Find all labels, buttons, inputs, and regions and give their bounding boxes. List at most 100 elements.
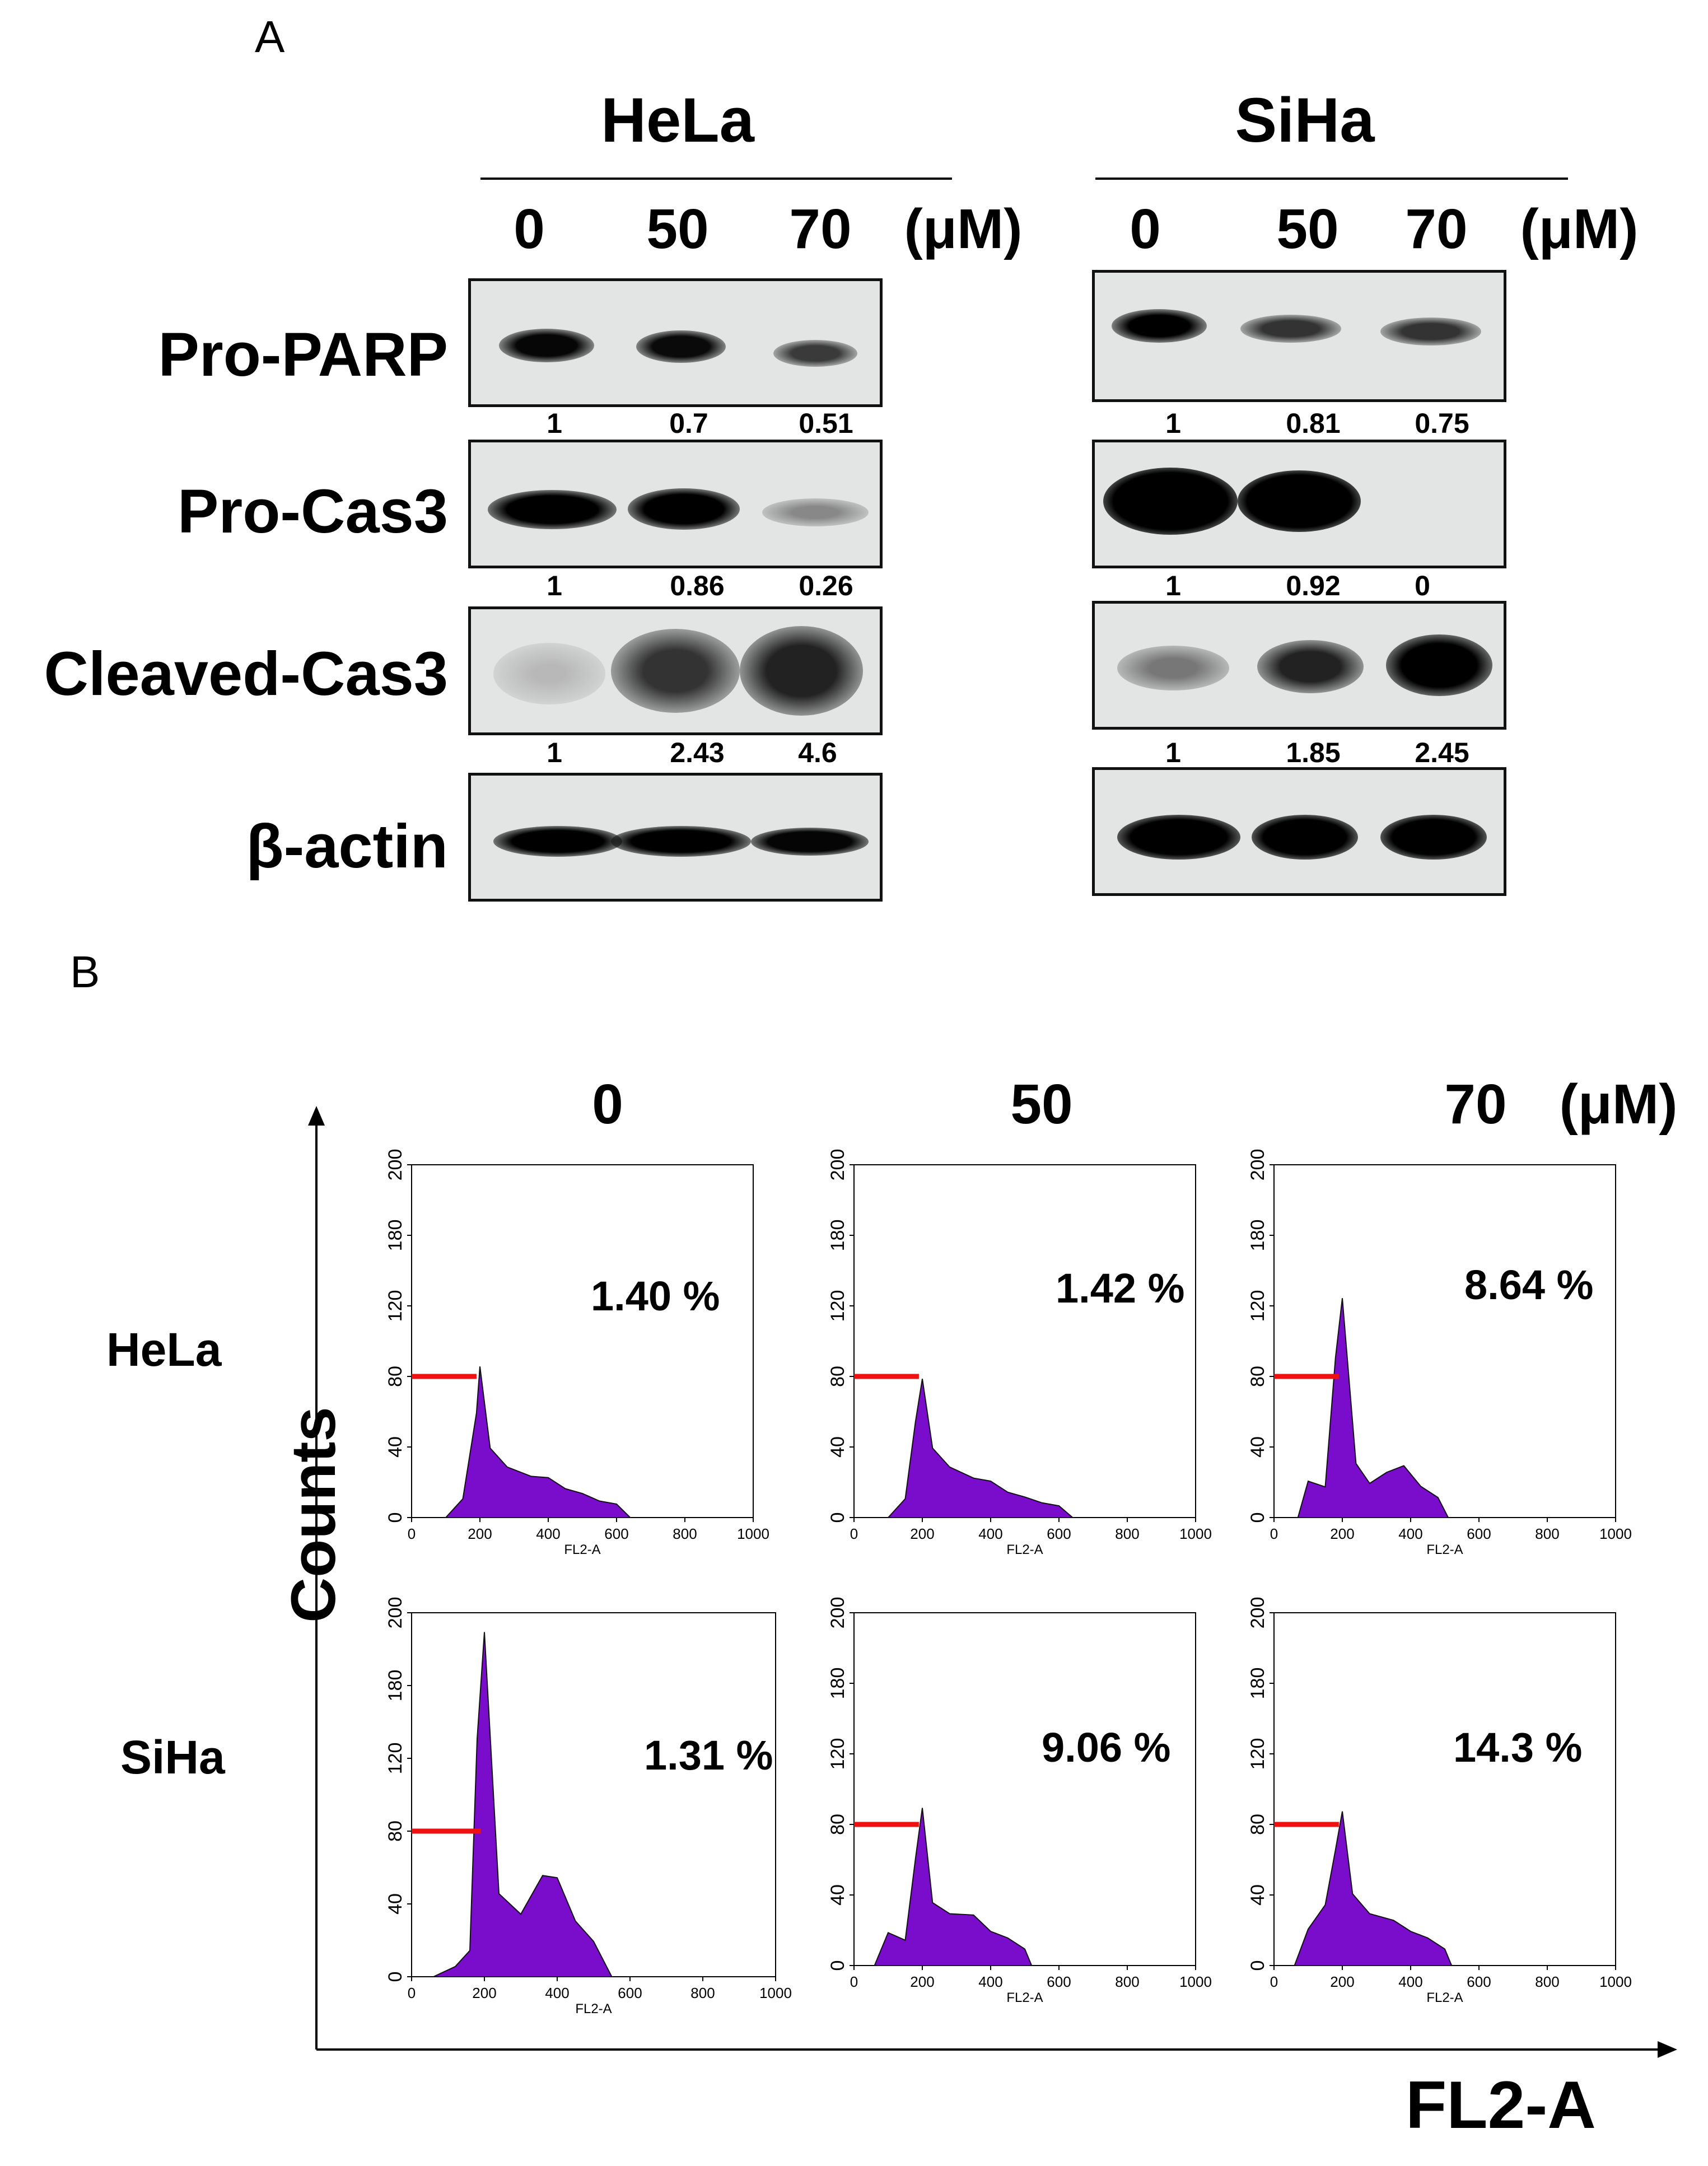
histogram-hela-50: 0 200 400 600 800 1000 FL2-A 0 40 80 120 180 200 [827, 1149, 1212, 1557]
row-label-siha: SiHa [120, 1731, 225, 1784]
quant-siha-pro-cas3-50: 0.92 [1286, 570, 1341, 601]
flow-conc-0: 0 [592, 1073, 623, 1136]
band [1252, 815, 1358, 860]
y-tick-label: 80 [385, 1820, 406, 1842]
band [1117, 815, 1240, 860]
histogram-hela-70: 0 200 400 600 800 1000 FL2-A 0 40 80 120 180 200 [1247, 1149, 1632, 1557]
y-tick-label: 120 [827, 1290, 848, 1322]
quant-hela-cleaved-cas3-0: 1 [547, 737, 562, 768]
band [1238, 470, 1361, 532]
band [611, 629, 740, 713]
quant-siha-pro-parp-0: 1 [1165, 408, 1181, 439]
siha-underline [1095, 178, 1568, 180]
band [493, 643, 605, 704]
x-tick-label: 800 [673, 1525, 697, 1542]
band [1240, 315, 1341, 343]
y-tick-label: 80 [827, 1814, 848, 1835]
quant-siha-pro-parp-50: 0.81 [1286, 408, 1341, 439]
hela-underline [480, 178, 952, 180]
x-tick-label: 0 [408, 1985, 416, 2001]
blot-hela-pro-parp [468, 278, 883, 407]
x-tick-label: 1000 [1599, 1525, 1632, 1542]
y-tick-label: 120 [1247, 1738, 1268, 1770]
x-tick-label: 0 [1270, 1973, 1278, 1990]
protein-label-beta-actin: β-actin [246, 812, 448, 881]
quant-siha-cleaved-cas3-70: 2.45 [1415, 737, 1469, 768]
y-tick-label: 0 [385, 1513, 406, 1523]
hela-conc-50: 50 [646, 198, 709, 260]
panel-b-label: B [70, 947, 100, 997]
quant-hela-pro-parp-70: 0.51 [799, 408, 853, 439]
quant-hela-cleaved-cas3-50: 2.43 [670, 737, 725, 768]
x-tick-label: 1000 [1599, 1973, 1632, 1990]
plot-frame [1273, 1164, 1616, 1518]
y-tick-label: 180 [1247, 1220, 1268, 1252]
hela-conc-0: 0 [514, 198, 545, 260]
pct-hela-70: 8.64 % [1464, 1262, 1594, 1308]
blot-siha-beta-actin [1092, 767, 1506, 896]
siha-conc-70: 70 [1405, 198, 1468, 260]
pct-siha-0: 1.31 % [644, 1732, 773, 1778]
x-tick-label: 1000 [737, 1525, 769, 1542]
pct-siha-70: 14.3 % [1453, 1724, 1583, 1771]
protein-label-cleaved-cas3: Cleaved-Cas3 [44, 639, 449, 708]
x-tick-label: 200 [1330, 1525, 1354, 1542]
y-tick-label: 40 [827, 1884, 848, 1906]
x-tick-label: 0 [850, 1973, 858, 1990]
y-tick-label: 80 [827, 1366, 848, 1387]
y-tick-label: 180 [827, 1220, 848, 1252]
y-tick-label: 180 [827, 1668, 848, 1700]
plot-frame [411, 1612, 776, 1977]
y-tick-label: 40 [1247, 1436, 1268, 1458]
x-tick-label: 400 [978, 1525, 1002, 1542]
x-tick-label: 600 [1467, 1973, 1491, 1990]
blot-hela-cleaved-cas3 [468, 606, 883, 735]
band [740, 626, 863, 716]
histogram-area [874, 1808, 1033, 1966]
blot-siha-pro-cas3 [1092, 440, 1506, 568]
quant-siha-pro-cas3-0: 1 [1165, 570, 1181, 601]
band [751, 828, 869, 856]
y-axis-title: Counts [278, 1407, 348, 1623]
x-tick-label: 400 [536, 1525, 560, 1542]
band [1386, 634, 1492, 696]
y-tick-label: 40 [827, 1436, 848, 1458]
y-tick-label: 120 [827, 1738, 848, 1770]
x-tick-label: 1000 [1179, 1525, 1212, 1542]
band [762, 498, 869, 526]
x-axis-label: FL2-A [575, 2001, 612, 2016]
x-tick-label: 800 [1535, 1525, 1559, 1542]
x-tick-label: 800 [690, 1985, 715, 2001]
outer-x-arrowhead [1658, 2041, 1677, 2058]
x-tick-label: 0 [850, 1525, 858, 1542]
y-tick-label: 120 [1247, 1290, 1268, 1322]
outer-y-arrowhead [308, 1106, 325, 1126]
hela-title: HeLa [601, 85, 754, 155]
x-tick-label: 200 [472, 1985, 496, 2001]
histogram-area [1297, 1298, 1449, 1518]
x-tick-label: 800 [1115, 1973, 1139, 1990]
siha-conc-0: 0 [1130, 198, 1161, 260]
band [636, 330, 726, 363]
row-label-hela: HeLa [106, 1323, 222, 1376]
y-tick-label: 40 [385, 1893, 406, 1915]
hela-conc-70: 70 [789, 198, 852, 260]
y-tick-label: 80 [385, 1366, 406, 1387]
y-tick-label: 80 [1247, 1366, 1268, 1387]
x-tick-label: 800 [1535, 1973, 1559, 1990]
blot-hela-beta-actin [468, 773, 883, 902]
histogram-siha-70: 0 200 400 600 800 1000 FL2-A 0 40 80 120 180 200 [1247, 1597, 1632, 2005]
y-tick-label: 200 [385, 1597, 406, 1629]
x-tick-label: 200 [468, 1525, 492, 1542]
y-tick-label: 200 [1247, 1149, 1268, 1181]
y-tick-label: 180 [385, 1670, 406, 1702]
x-tick-label: 800 [1115, 1525, 1139, 1542]
y-tick-label: 180 [385, 1220, 406, 1252]
blot-siha-cleaved-cas3 [1092, 601, 1506, 730]
x-axis-label: FL2-A [1426, 1990, 1463, 2005]
protein-label-pro-parp: Pro-PARP [158, 320, 448, 389]
panel-a-label: A [255, 12, 285, 62]
band [628, 488, 740, 530]
histogram-area [886, 1379, 1075, 1518]
y-tick-label: 0 [1247, 1513, 1268, 1523]
